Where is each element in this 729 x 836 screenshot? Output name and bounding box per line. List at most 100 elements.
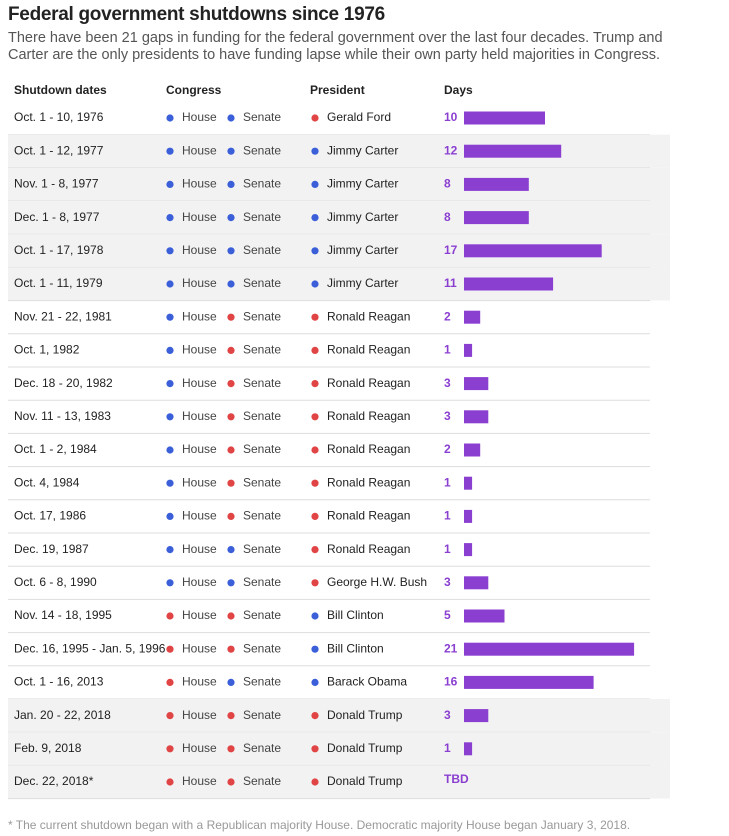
dates: Nov. 1 - 8, 1977 bbox=[14, 177, 99, 191]
house-label: House bbox=[182, 675, 217, 689]
senate-dot bbox=[227, 645, 235, 653]
senate-label: Senate bbox=[243, 243, 281, 257]
column-header: President bbox=[310, 83, 365, 97]
days-bar bbox=[464, 377, 489, 391]
subtitle: There have been 21 gaps in funding for t… bbox=[8, 30, 663, 63]
footnote: * The current shutdown began with a Repu… bbox=[8, 818, 630, 832]
president: Jimmy Carter bbox=[327, 243, 398, 257]
president: Jimmy Carter bbox=[327, 210, 398, 224]
house-dot bbox=[166, 413, 174, 421]
days-label: 21 bbox=[444, 641, 458, 655]
senate-dot bbox=[227, 546, 235, 554]
days-label: 1 bbox=[444, 542, 451, 556]
house-label: House bbox=[182, 376, 217, 390]
senate-label: Senate bbox=[243, 475, 281, 489]
senate-label: Senate bbox=[243, 575, 281, 589]
house-label: House bbox=[182, 641, 217, 655]
days-label: 2 bbox=[444, 442, 451, 456]
house-label: House bbox=[182, 741, 217, 755]
dates: Feb. 9, 2018 bbox=[14, 741, 82, 755]
house-label: House bbox=[182, 475, 217, 489]
house-label: House bbox=[182, 542, 217, 556]
days-bar bbox=[464, 410, 489, 424]
dates: Dec. 22, 2018* bbox=[14, 774, 94, 788]
senate-dot bbox=[227, 712, 235, 720]
house-label: House bbox=[182, 442, 217, 456]
row-highlight bbox=[8, 201, 670, 235]
dates: Nov. 11 - 13, 1983 bbox=[14, 409, 111, 423]
house-dot bbox=[166, 645, 174, 653]
senate-dot bbox=[227, 678, 235, 687]
president-dot bbox=[311, 380, 319, 388]
dates: Dec. 18 - 20, 1982 bbox=[14, 376, 113, 390]
house-label: House bbox=[182, 774, 217, 788]
house-dot bbox=[166, 247, 174, 255]
house-dot bbox=[166, 479, 174, 487]
days-bar bbox=[464, 343, 473, 357]
days-bar bbox=[464, 543, 473, 557]
senate-dot bbox=[227, 147, 235, 155]
president: Donald Trump bbox=[327, 774, 403, 788]
senate-label: Senate bbox=[243, 442, 281, 456]
president-dot bbox=[311, 479, 319, 487]
row-highlight bbox=[8, 732, 670, 766]
days-bar bbox=[464, 211, 529, 225]
senate-dot bbox=[227, 612, 235, 620]
title: Federal government shutdowns since 1976 bbox=[8, 4, 385, 25]
house-label: House bbox=[182, 276, 217, 290]
senate-label: Senate bbox=[243, 343, 281, 357]
days-label: 8 bbox=[444, 177, 451, 191]
president: Ronald Reagan bbox=[327, 343, 410, 357]
row-highlight bbox=[8, 167, 670, 201]
dates: Jan. 20 - 22, 2018 bbox=[14, 708, 111, 722]
president: Donald Trump bbox=[327, 708, 403, 722]
house-label: House bbox=[182, 575, 217, 589]
days-label: 8 bbox=[444, 210, 451, 224]
column-header: Congress bbox=[166, 83, 222, 97]
days-bar bbox=[464, 277, 554, 291]
senate-dot bbox=[227, 114, 235, 122]
dates: Oct. 4, 1984 bbox=[14, 475, 80, 489]
house-dot bbox=[166, 346, 174, 354]
senate-dot bbox=[227, 247, 235, 255]
president: Ronald Reagan bbox=[327, 542, 410, 556]
senate-label: Senate bbox=[243, 409, 281, 423]
president-dot bbox=[311, 512, 319, 521]
dates: Oct. 17, 1986 bbox=[14, 509, 86, 523]
president: Barack Obama bbox=[327, 675, 407, 689]
president-dot bbox=[311, 712, 319, 720]
house-dot bbox=[166, 180, 174, 188]
days-bar bbox=[464, 742, 473, 756]
dates: Oct. 1 - 12, 1977 bbox=[14, 143, 104, 157]
senate-label: Senate bbox=[243, 741, 281, 755]
days-bar bbox=[464, 709, 489, 723]
president-dot bbox=[311, 546, 319, 554]
days-label: 12 bbox=[444, 143, 458, 157]
days-label: 11 bbox=[444, 276, 457, 290]
senate-label: Senate bbox=[243, 376, 281, 390]
house-dot bbox=[166, 446, 174, 454]
house-label: House bbox=[182, 409, 217, 423]
president-dot bbox=[311, 612, 319, 620]
days-bar bbox=[464, 642, 635, 656]
president-dot bbox=[311, 678, 319, 687]
senate-label: Senate bbox=[243, 542, 281, 556]
days-label: 10 bbox=[444, 110, 458, 124]
days-bar bbox=[464, 443, 481, 457]
senate-dot bbox=[227, 479, 235, 487]
dates: Dec. 1 - 8, 1977 bbox=[14, 210, 100, 224]
senate-dot bbox=[227, 512, 235, 521]
president-dot bbox=[311, 214, 319, 222]
house-dot bbox=[166, 313, 174, 321]
president-dot bbox=[311, 778, 319, 786]
president-dot bbox=[311, 147, 319, 155]
days-label: 3 bbox=[444, 376, 451, 390]
president: Ronald Reagan bbox=[327, 509, 410, 523]
days-label: 3 bbox=[444, 575, 451, 589]
house-dot bbox=[166, 745, 174, 753]
days-bar bbox=[464, 144, 562, 158]
senate-label: Senate bbox=[243, 309, 281, 323]
senate-label: Senate bbox=[243, 177, 281, 191]
column-header: Days bbox=[444, 83, 473, 97]
row-highlight bbox=[8, 765, 670, 799]
